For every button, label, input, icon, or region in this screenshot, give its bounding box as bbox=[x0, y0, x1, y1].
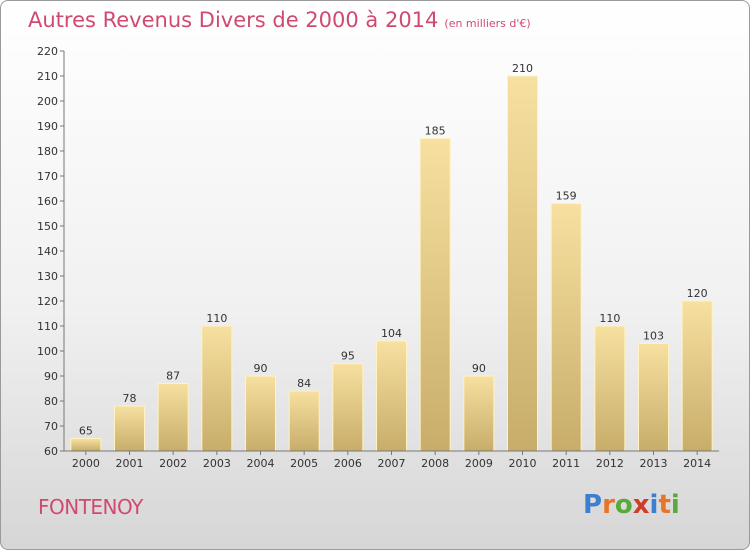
bar-2007 bbox=[376, 340, 407, 452]
x-tick-label: 2005 bbox=[290, 457, 318, 470]
x-tick-label: 2000 bbox=[72, 457, 100, 470]
bar-value-label: 78 bbox=[123, 392, 137, 405]
bar-value-label: 65 bbox=[79, 425, 93, 438]
x-tick-label: 2003 bbox=[203, 457, 231, 470]
brand-logo: Proxiti bbox=[583, 490, 680, 520]
bar-value-label: 110 bbox=[599, 312, 620, 325]
x-tick-label: 2001 bbox=[116, 457, 144, 470]
bar-2006 bbox=[332, 363, 364, 452]
bar-2001 bbox=[114, 405, 145, 452]
bar-value-label: 87 bbox=[166, 370, 180, 383]
y-tick-label: 220 bbox=[37, 45, 58, 58]
bar-2012 bbox=[594, 325, 626, 452]
bar-value-label: 104 bbox=[381, 327, 402, 340]
bar-2010 bbox=[507, 75, 538, 452]
brand-letter: P bbox=[583, 490, 603, 520]
y-tick-label: 180 bbox=[37, 145, 58, 158]
brand-letter: x bbox=[632, 490, 650, 520]
bars: 65 78 87 110 90 84 95 104 185 90 210 159 110 103 120 bbox=[70, 62, 713, 452]
bar-2000 bbox=[70, 438, 102, 452]
y-tick-label: 130 bbox=[37, 270, 58, 283]
bar-value-label: 120 bbox=[687, 287, 708, 300]
y-tick-label: 110 bbox=[37, 320, 58, 333]
bar-2008 bbox=[419, 138, 451, 452]
x-tick-label: 2014 bbox=[683, 457, 711, 470]
bar-value-label: 103 bbox=[643, 330, 664, 343]
chart-title: Autres Revenus Divers de 2000 à 2014 (en … bbox=[28, 8, 531, 32]
bar-2014 bbox=[681, 300, 713, 452]
bar-value-label: 90 bbox=[472, 362, 486, 375]
y-tick-label: 160 bbox=[37, 195, 58, 208]
x-tick-label: 2012 bbox=[596, 457, 624, 470]
y-tick-label: 200 bbox=[37, 95, 58, 108]
bar-2009 bbox=[463, 375, 495, 452]
bar-value-label: 159 bbox=[556, 190, 577, 203]
y-tick-label: 190 bbox=[37, 120, 58, 133]
bar-2004 bbox=[245, 375, 276, 452]
y-tick-label: 90 bbox=[44, 370, 58, 383]
y-tick-label: 140 bbox=[37, 245, 58, 258]
bar-2002 bbox=[157, 383, 189, 452]
brand-letter: i bbox=[670, 490, 680, 520]
x-tick-label: 2002 bbox=[159, 457, 187, 470]
bar-2005 bbox=[288, 390, 320, 452]
x-axis: 2000 2001 2002 2003 2004 2005 2006 2007 2008 2009… bbox=[64, 450, 719, 470]
bar-value-label: 210 bbox=[512, 62, 533, 75]
x-tick-label: 2011 bbox=[552, 457, 580, 470]
brand-letter: t bbox=[658, 490, 671, 520]
y-tick-label: 100 bbox=[37, 345, 58, 358]
brand-letter: r bbox=[602, 490, 615, 520]
x-tick-label: 2006 bbox=[334, 457, 362, 470]
bar-value-label: 84 bbox=[297, 377, 311, 390]
x-tick-label: 2004 bbox=[247, 457, 275, 470]
brand-letter: o bbox=[614, 490, 633, 520]
bar-value-label: 95 bbox=[341, 350, 355, 363]
x-tick-label: 2009 bbox=[465, 457, 493, 470]
x-tick-label: 2008 bbox=[421, 457, 449, 470]
y-axis: 60 70 80 90 100 110 120 130 140 150 160 170 180 190 20… bbox=[37, 45, 65, 458]
bar-value-label: 90 bbox=[254, 362, 268, 375]
chart-subtitle: (en milliers d'€) bbox=[444, 17, 531, 30]
y-tick-label: 70 bbox=[44, 420, 58, 433]
bar-value-label: 110 bbox=[206, 312, 227, 325]
bar-2013 bbox=[638, 343, 669, 452]
location-name: FONTENOY bbox=[38, 495, 143, 519]
y-tick-label: 60 bbox=[44, 445, 58, 458]
y-tick-label: 120 bbox=[37, 295, 58, 308]
y-tick-label: 210 bbox=[37, 70, 58, 83]
y-tick-label: 80 bbox=[44, 395, 58, 408]
bar-2011 bbox=[550, 203, 582, 452]
x-tick-label: 2013 bbox=[640, 457, 668, 470]
bar-value-label: 185 bbox=[425, 125, 446, 138]
bar-2003 bbox=[201, 325, 233, 452]
y-tick-label: 150 bbox=[37, 220, 58, 233]
title-text: Autres Revenus Divers de 2000 à 2014 bbox=[28, 8, 439, 32]
y-tick-label: 170 bbox=[37, 170, 58, 183]
x-tick-label: 2010 bbox=[509, 457, 537, 470]
x-tick-label: 2007 bbox=[378, 457, 406, 470]
brand-letter: i bbox=[649, 490, 659, 520]
